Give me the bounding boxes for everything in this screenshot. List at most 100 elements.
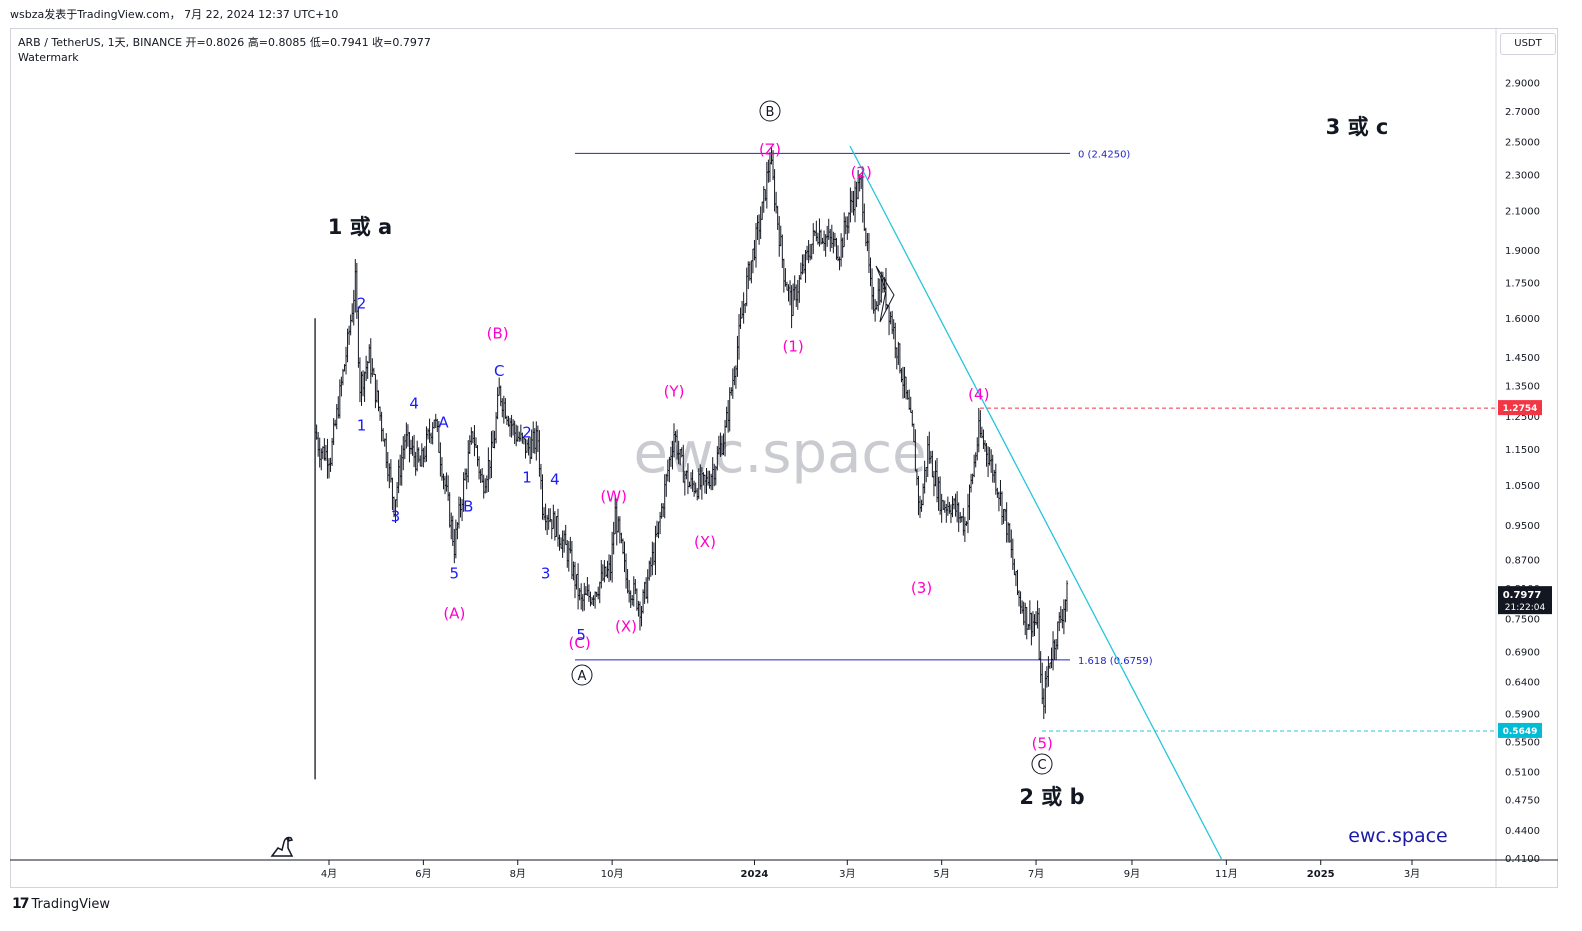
blue-wave-label: 1 [357,417,367,435]
y-tick-label: 1.1500 [1505,445,1540,456]
y-tick-label: 1.6000 [1505,314,1540,325]
footer-brand: TradingView [31,896,111,912]
resistance-price-tag: 1.2754 [1503,404,1538,414]
price-axis[interactable]: 0.4100 0.4400 0.4750 0.5100 0.5500 0.5900 0.64… [1505,78,1540,865]
pink-wave-label: (2) [851,164,872,182]
pink-wave-label: (Z) [759,140,781,158]
x-tick-label: 10月 [601,868,624,880]
y-tick-label: 1.4500 [1505,353,1540,364]
circle-C-label: C [1031,753,1053,775]
watermark-legend[interactable]: Watermark [18,51,79,64]
blue-wave-label: 5 [576,626,586,644]
pink-wave-label: (Y) [664,382,685,400]
pink-wave-label: (X) [615,618,637,636]
y-tick-label: 2.7000 [1505,107,1540,118]
label-2-or-b: 2 或 b [1019,785,1084,809]
y-tick-label: 1.7500 [1505,279,1540,290]
pink-wave-label: (W) [600,488,627,506]
x-tick-label: 7月 [1028,868,1044,880]
candles [314,147,1068,780]
y-tick-label: 1.2500 [1505,412,1540,423]
y-tick-label: 0.6900 [1505,648,1540,659]
y-tick-label: 0.4750 [1505,796,1540,807]
x-tick-label: 3月 [1404,868,1420,880]
svg-text:B: B [766,105,775,120]
trendline[interactable] [849,145,1223,861]
blue-wave-label: 3 [541,565,551,583]
y-tick-label: 2.5000 [1505,137,1540,148]
support-price-tag: 0.5649 [1503,727,1538,737]
footer[interactable]: 17 TradingView [12,896,110,912]
x-tick-label: 5月 [933,868,949,880]
ewc-watermark: ewc.space [633,421,926,486]
chart-frame [10,28,1558,888]
pink-wave-label: (5) [1032,735,1053,753]
x-tick-label: 2025 [1307,869,1335,880]
pink-wave-label: (A) [443,604,465,622]
blue-wave-label: 2 [357,295,367,313]
circle-B-label: B [759,100,781,122]
last-price-tag-bg [1498,586,1552,615]
y-tick-label: 0.4400 [1505,826,1540,837]
time-axis[interactable]: 4月 6月 8月 10月 2024 3月 5月 7月 9月 11月 2025 3月 [321,860,1420,880]
label-3-or-c: 3 或 c [1326,115,1389,139]
x-tick-label: 6月 [415,868,431,880]
symbol-legend[interactable]: ARB / TetherUS, 1天, BINANCE 开=0.8026 高=0… [18,36,431,49]
x-tick-label: 11月 [1215,868,1238,880]
y-tick-label: 0.6400 [1505,677,1540,688]
blue-wave-label: 4 [550,471,560,489]
x-tick-label: 2024 [741,869,769,880]
pink-wave-label: (C) [569,634,591,652]
support-price-tag-bg [1498,722,1542,738]
blue-wave-label: B [463,498,473,516]
x-tick-label: 8月 [510,868,526,880]
dino-icon [270,836,294,857]
x-tick-label: 4月 [321,868,337,880]
y-tick-label: 0.5100 [1505,767,1540,778]
pink-wave-label: (1) [783,337,804,355]
fib-1618-label: 1.618 (0.6759) [1078,656,1153,667]
pink-wave-label: (4) [968,385,989,403]
blue-wave-label: 4 [409,395,419,413]
y-tick-label: 1.9000 [1505,246,1540,257]
tradingview-logo-icon: 17 [12,896,30,912]
y-tick-label: 1.0500 [1505,481,1540,492]
x-tick-label: 9月 [1124,868,1140,880]
last-price-tag: 0.7977 [1503,590,1542,601]
y-tick-label: 0.5900 [1505,710,1540,721]
resistance-price-tag-bg [1498,400,1542,416]
triangle-pattern [875,265,895,323]
pink-wave-label: (B) [487,324,509,342]
blue-wave-label: 5 [450,565,460,583]
blue-wave-label: A [438,413,449,431]
circle-A-label: A [571,664,593,686]
x-tick-label: 3月 [839,868,855,880]
pink-wave-label: (3) [911,579,932,597]
horizontal-levels[interactable]: 0 (2.4250) 1.618 (0.6759) 1.2754 0.5649 0.79… [575,149,1552,738]
label-1-or-a: 1 或 a [328,215,392,239]
blue-wave-label: 3 [391,508,401,526]
y-tick-label: 1.3500 [1505,382,1540,393]
countdown-tag: 21:22:04 [1505,603,1546,613]
y-tick-label: 0.8700 [1505,556,1540,567]
svg-text:C: C [1037,758,1046,773]
y-tick-label: 2.9000 [1505,78,1540,89]
signature: ewc.space [1348,825,1447,847]
downtrend-line [849,145,1223,861]
pink-wave-label: (X) [694,533,716,551]
blue-wave-label: 1 [522,469,532,487]
wave-labels: (A) (B) (C) (W) (X) (Y) (X) (Z) (1) (2) (3) (4) (5) 2… [357,140,1053,752]
y-tick-label: 2.3000 [1505,170,1540,181]
y-tick-label: 2.1000 [1505,206,1540,217]
blue-wave-label: C [494,362,504,380]
currency-button[interactable]: USDT [1500,33,1556,55]
y-tick-label: 0.7500 [1505,615,1540,626]
publish-info: wsbza发表于TradingView.com， 7月 22, 2024 12:… [10,8,339,21]
fib-0-label: 0 (2.4250) [1078,149,1130,160]
y-tick-label: 0.5500 [1505,738,1540,749]
y-tick-label: 0.4100 [1505,854,1540,865]
svg-text:A: A [578,669,587,684]
y-tick-label: 0.9500 [1505,521,1540,532]
blue-wave-label: 2 [522,423,532,441]
